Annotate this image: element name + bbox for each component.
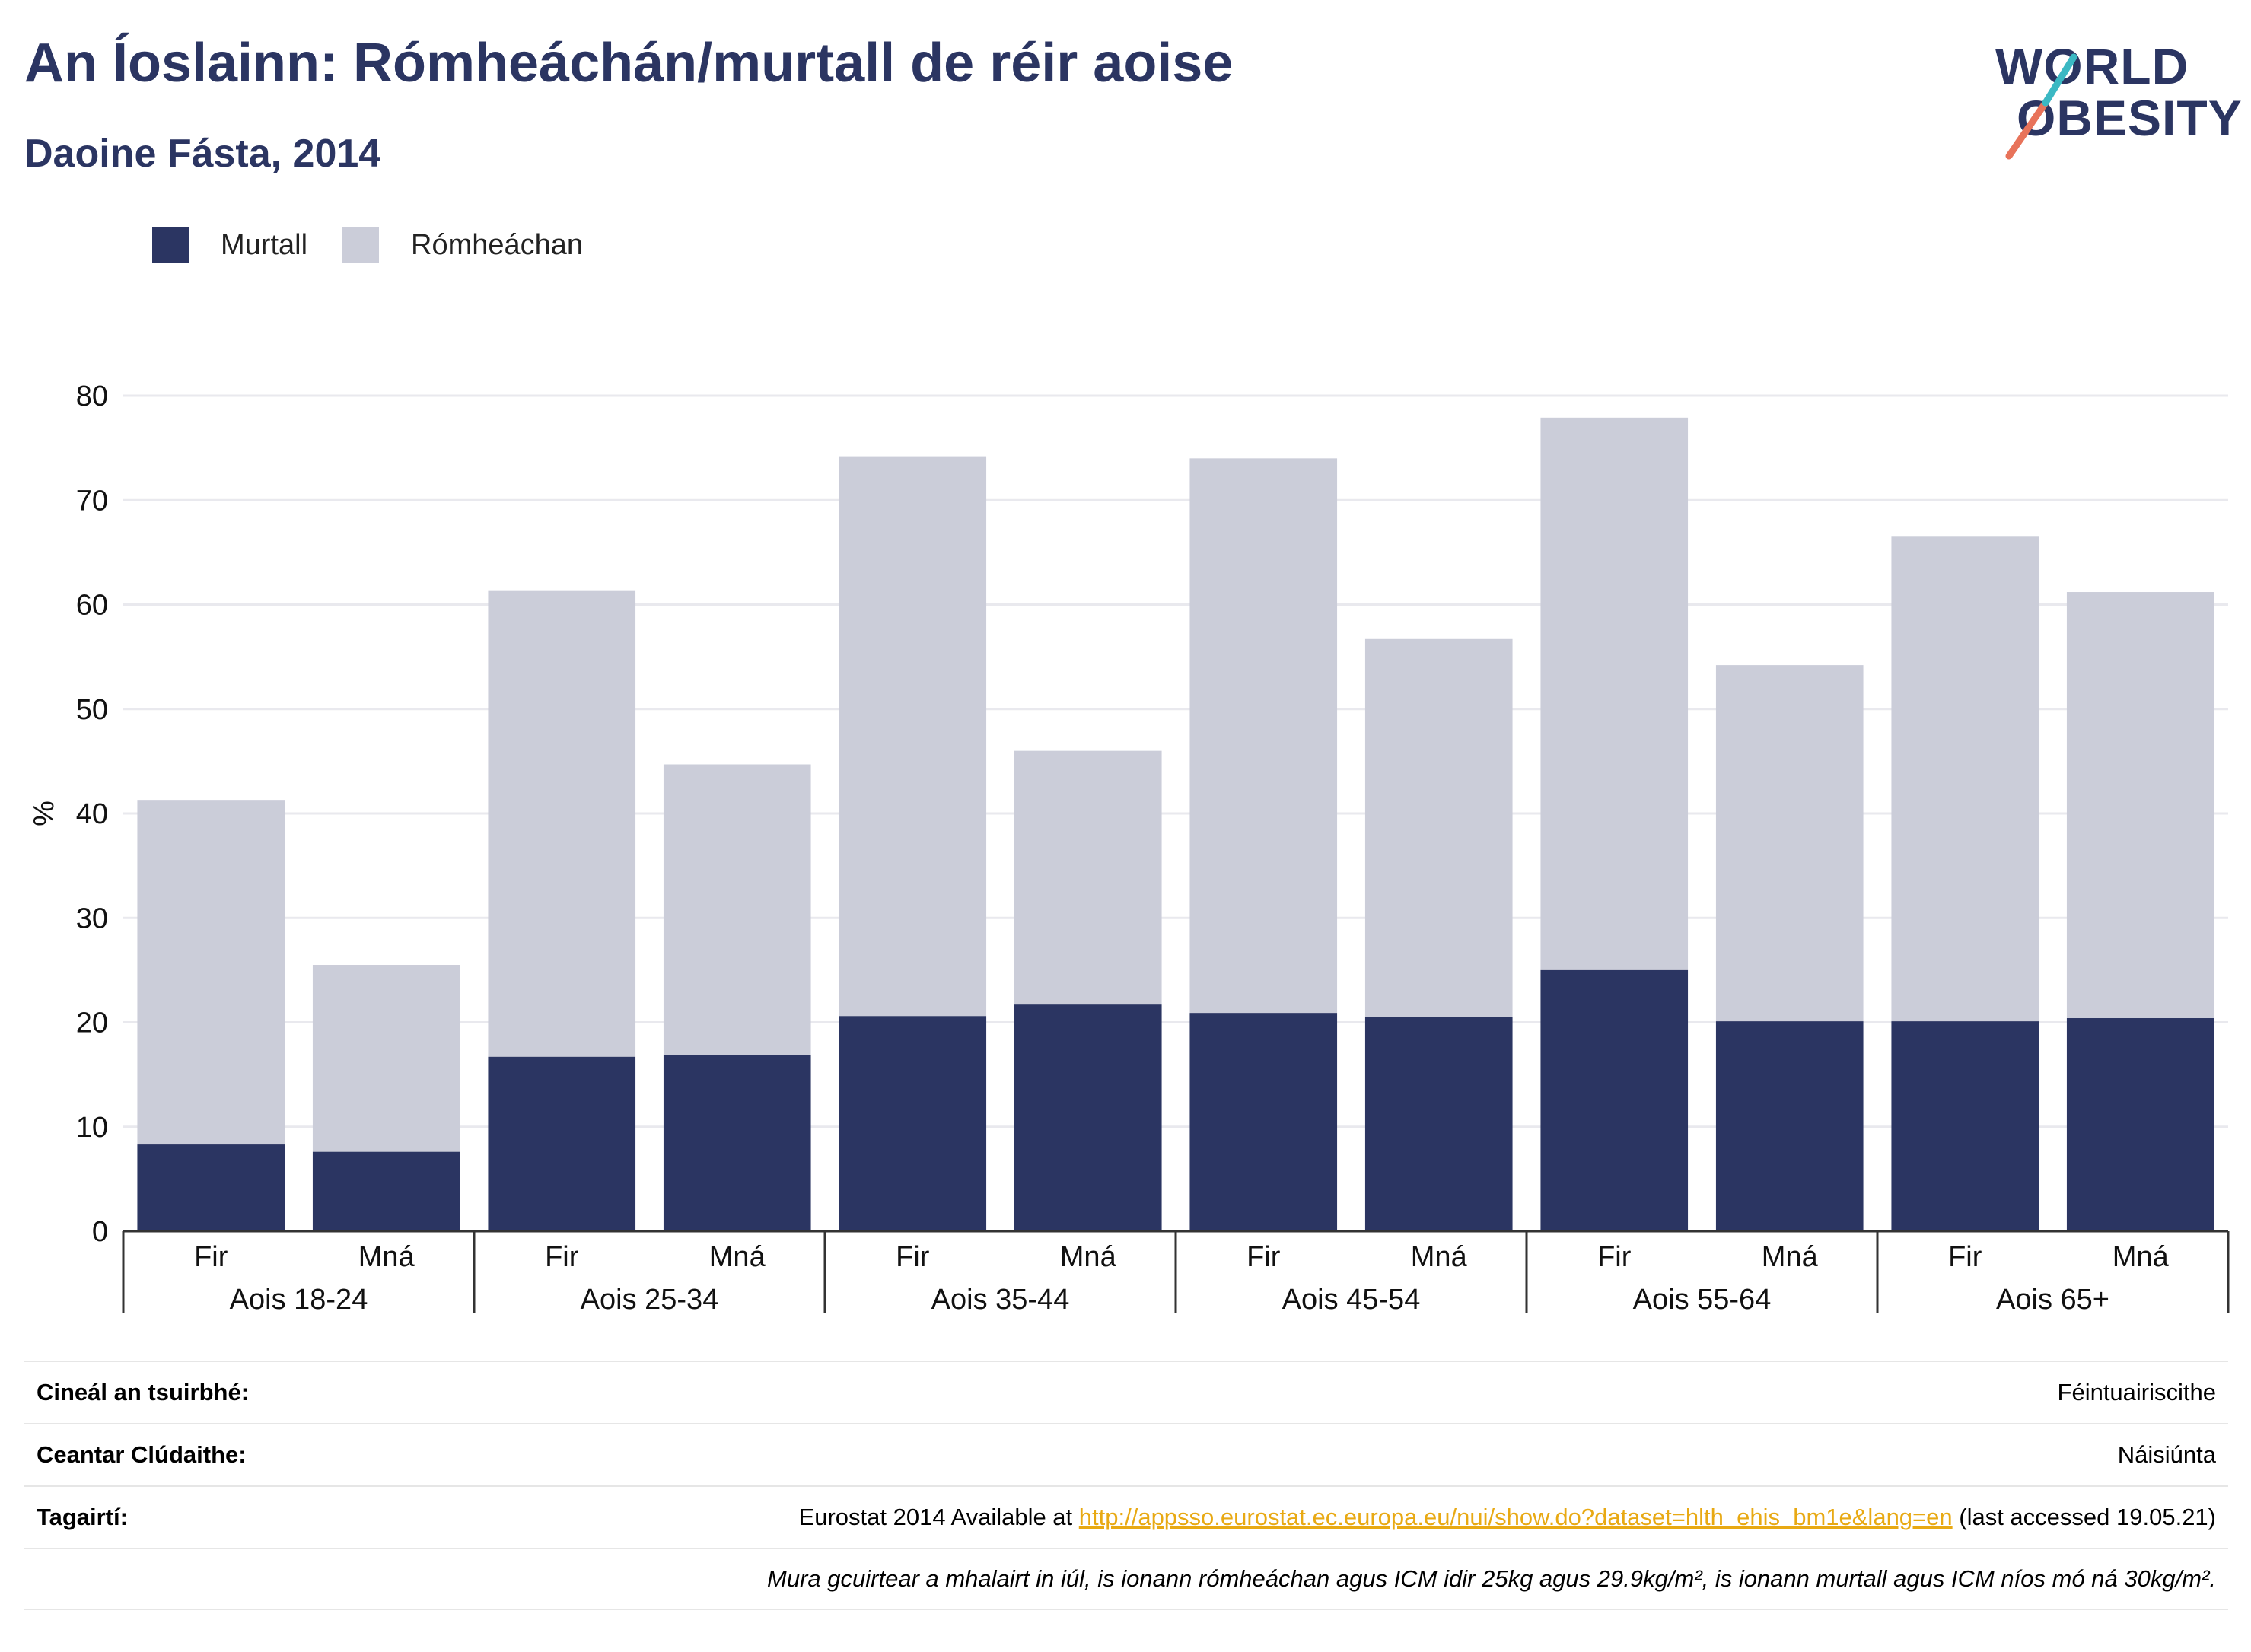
legend-label-obesity: Murtall — [221, 228, 308, 261]
bar-overweight-9 — [1715, 665, 1864, 1022]
group-label-1: Aois 25-34 — [581, 1284, 719, 1316]
x-tick-label-10: Fir — [1948, 1241, 1982, 1273]
legend-swatch-overweight — [342, 227, 380, 263]
x-tick-label-1: Mná — [358, 1241, 415, 1273]
bar-overweight-10 — [1891, 536, 2039, 1022]
references-value: Eurostat 2014 Available at http://appsso… — [799, 1504, 2216, 1531]
legend-swatch-obesity — [152, 227, 189, 263]
bar-obesity-4 — [839, 1016, 987, 1231]
chart-title: An Íoslainn: Rómheáchán/murtall de réir … — [24, 33, 1234, 94]
bar-overweight-0 — [137, 800, 285, 1145]
info-row-note: Mura gcuirtear a mhalairt in iúl, is ion… — [24, 1548, 2228, 1610]
logo-line-2: OBESITY — [2017, 90, 2243, 146]
x-tick-label-8: Fir — [1597, 1241, 1632, 1273]
bar-overweight-2 — [488, 590, 636, 1057]
y-tick-label-0: 0 — [92, 1216, 108, 1248]
y-tick-label-60: 60 — [76, 590, 108, 622]
bar-obesity-3 — [663, 1055, 811, 1231]
chart-legend: Murtall Rómheáchan — [152, 225, 618, 265]
bar-overweight-1 — [312, 965, 460, 1152]
logo-line-1: WORLD — [1995, 38, 2189, 94]
x-tick-label-11: Mná — [2113, 1241, 2170, 1273]
bar-overweight-7 — [1364, 638, 1513, 1017]
survey-type-value: Féintuairiscithe — [2057, 1379, 2216, 1405]
legend-item-obesity[interactable]: Murtall — [152, 227, 307, 263]
bar-obesity-6 — [1189, 1013, 1338, 1231]
info-row-survey-type: Cineál an tsuirbhé: Féintuairiscithe — [24, 1361, 2228, 1423]
x-tick-label-3: Mná — [709, 1241, 766, 1273]
bar-obesity-7 — [1364, 1017, 1513, 1231]
group-label-2: Aois 35-44 — [931, 1284, 1070, 1316]
y-tick-label-50: 50 — [76, 694, 108, 726]
x-tick-label-5: Mná — [1060, 1241, 1117, 1273]
x-tick-label-2: Fir — [545, 1241, 579, 1273]
references-suffix: (last accessed 19.05.21) — [1952, 1504, 2216, 1530]
bar-obesity-1 — [312, 1151, 460, 1231]
x-tick-label-9: Mná — [1762, 1241, 1819, 1273]
group-label-4: Aois 55-64 — [1633, 1284, 1772, 1316]
logo-slash-icon — [2005, 53, 2077, 160]
info-row-references: Tagairtí: Eurostat 2014 Available at htt… — [24, 1485, 2228, 1548]
bar-overweight-3 — [663, 764, 811, 1055]
y-tick-label-20: 20 — [76, 1007, 108, 1039]
survey-type-label: Cineál an tsuirbhé: — [37, 1379, 250, 1405]
bar-obesity-10 — [1891, 1021, 2039, 1231]
coverage-label: Ceantar Clúdaithe: — [37, 1441, 247, 1468]
group-label-5: Aois 65+ — [1996, 1284, 2109, 1316]
info-row-coverage: Ceantar Clúdaithe: Náisiúnta — [24, 1423, 2228, 1485]
bar-obesity-2 — [488, 1056, 636, 1231]
bar-chart: 0 10 20 30 40 50 60 70 80% Fir Mná Fir Mná Fir Mná Fir M… — [28, 380, 2230, 1316]
bar-obesity-0 — [137, 1144, 285, 1231]
legend-label-overweight: Rómheáchan — [411, 228, 584, 261]
references-link[interactable]: http://appsso.eurostat.ec.europa.eu/nui/… — [1078, 1504, 1953, 1530]
x-tick-label-6: Fir — [1246, 1241, 1281, 1273]
bar-obesity-5 — [1014, 1004, 1162, 1231]
y-tick-label-80: 80 — [76, 380, 108, 412]
y-tick-label-30: 30 — [76, 902, 108, 934]
y-axis-label: % — [28, 801, 60, 826]
group-label-0: Aois 18-24 — [230, 1284, 368, 1316]
world-obesity-logo: WORLD OBESITY — [1986, 30, 2242, 167]
bar-obesity-8 — [1540, 969, 1689, 1231]
y-tick-label-70: 70 — [76, 485, 108, 517]
coverage-value: Náisiúnta — [2117, 1441, 2216, 1468]
y-tick-label-10: 10 — [76, 1112, 108, 1144]
references-prefix: Eurostat 2014 Available at — [798, 1504, 1079, 1530]
y-tick-label-40: 40 — [76, 798, 108, 830]
definition-note: Mura gcuirtear a mhalairt in iúl, is ion… — [767, 1565, 2216, 1592]
x-tick-label-0: Fir — [194, 1241, 228, 1273]
bar-overweight-6 — [1189, 458, 1338, 1014]
legend-item-overweight[interactable]: Rómheáchan — [342, 227, 583, 263]
group-label-3: Aois 45-54 — [1282, 1284, 1421, 1316]
x-tick-label-4: Fir — [896, 1241, 930, 1273]
bar-overweight-4 — [839, 456, 987, 1017]
bar-obesity-11 — [2066, 1018, 2214, 1231]
x-tick-label-7: Mná — [1411, 1241, 1468, 1273]
bar-overweight-5 — [1014, 750, 1162, 1005]
info-table: Cineál an tsuirbhé: Féintuairiscithe Cea… — [24, 1361, 2228, 1610]
chart-subtitle: Daoine Fásta, 2014 — [24, 132, 381, 176]
bar-overweight-8 — [1540, 417, 1689, 970]
bar-obesity-9 — [1715, 1021, 1864, 1231]
references-label: Tagairtí: — [37, 1504, 128, 1530]
bar-overweight-11 — [2066, 592, 2214, 1019]
